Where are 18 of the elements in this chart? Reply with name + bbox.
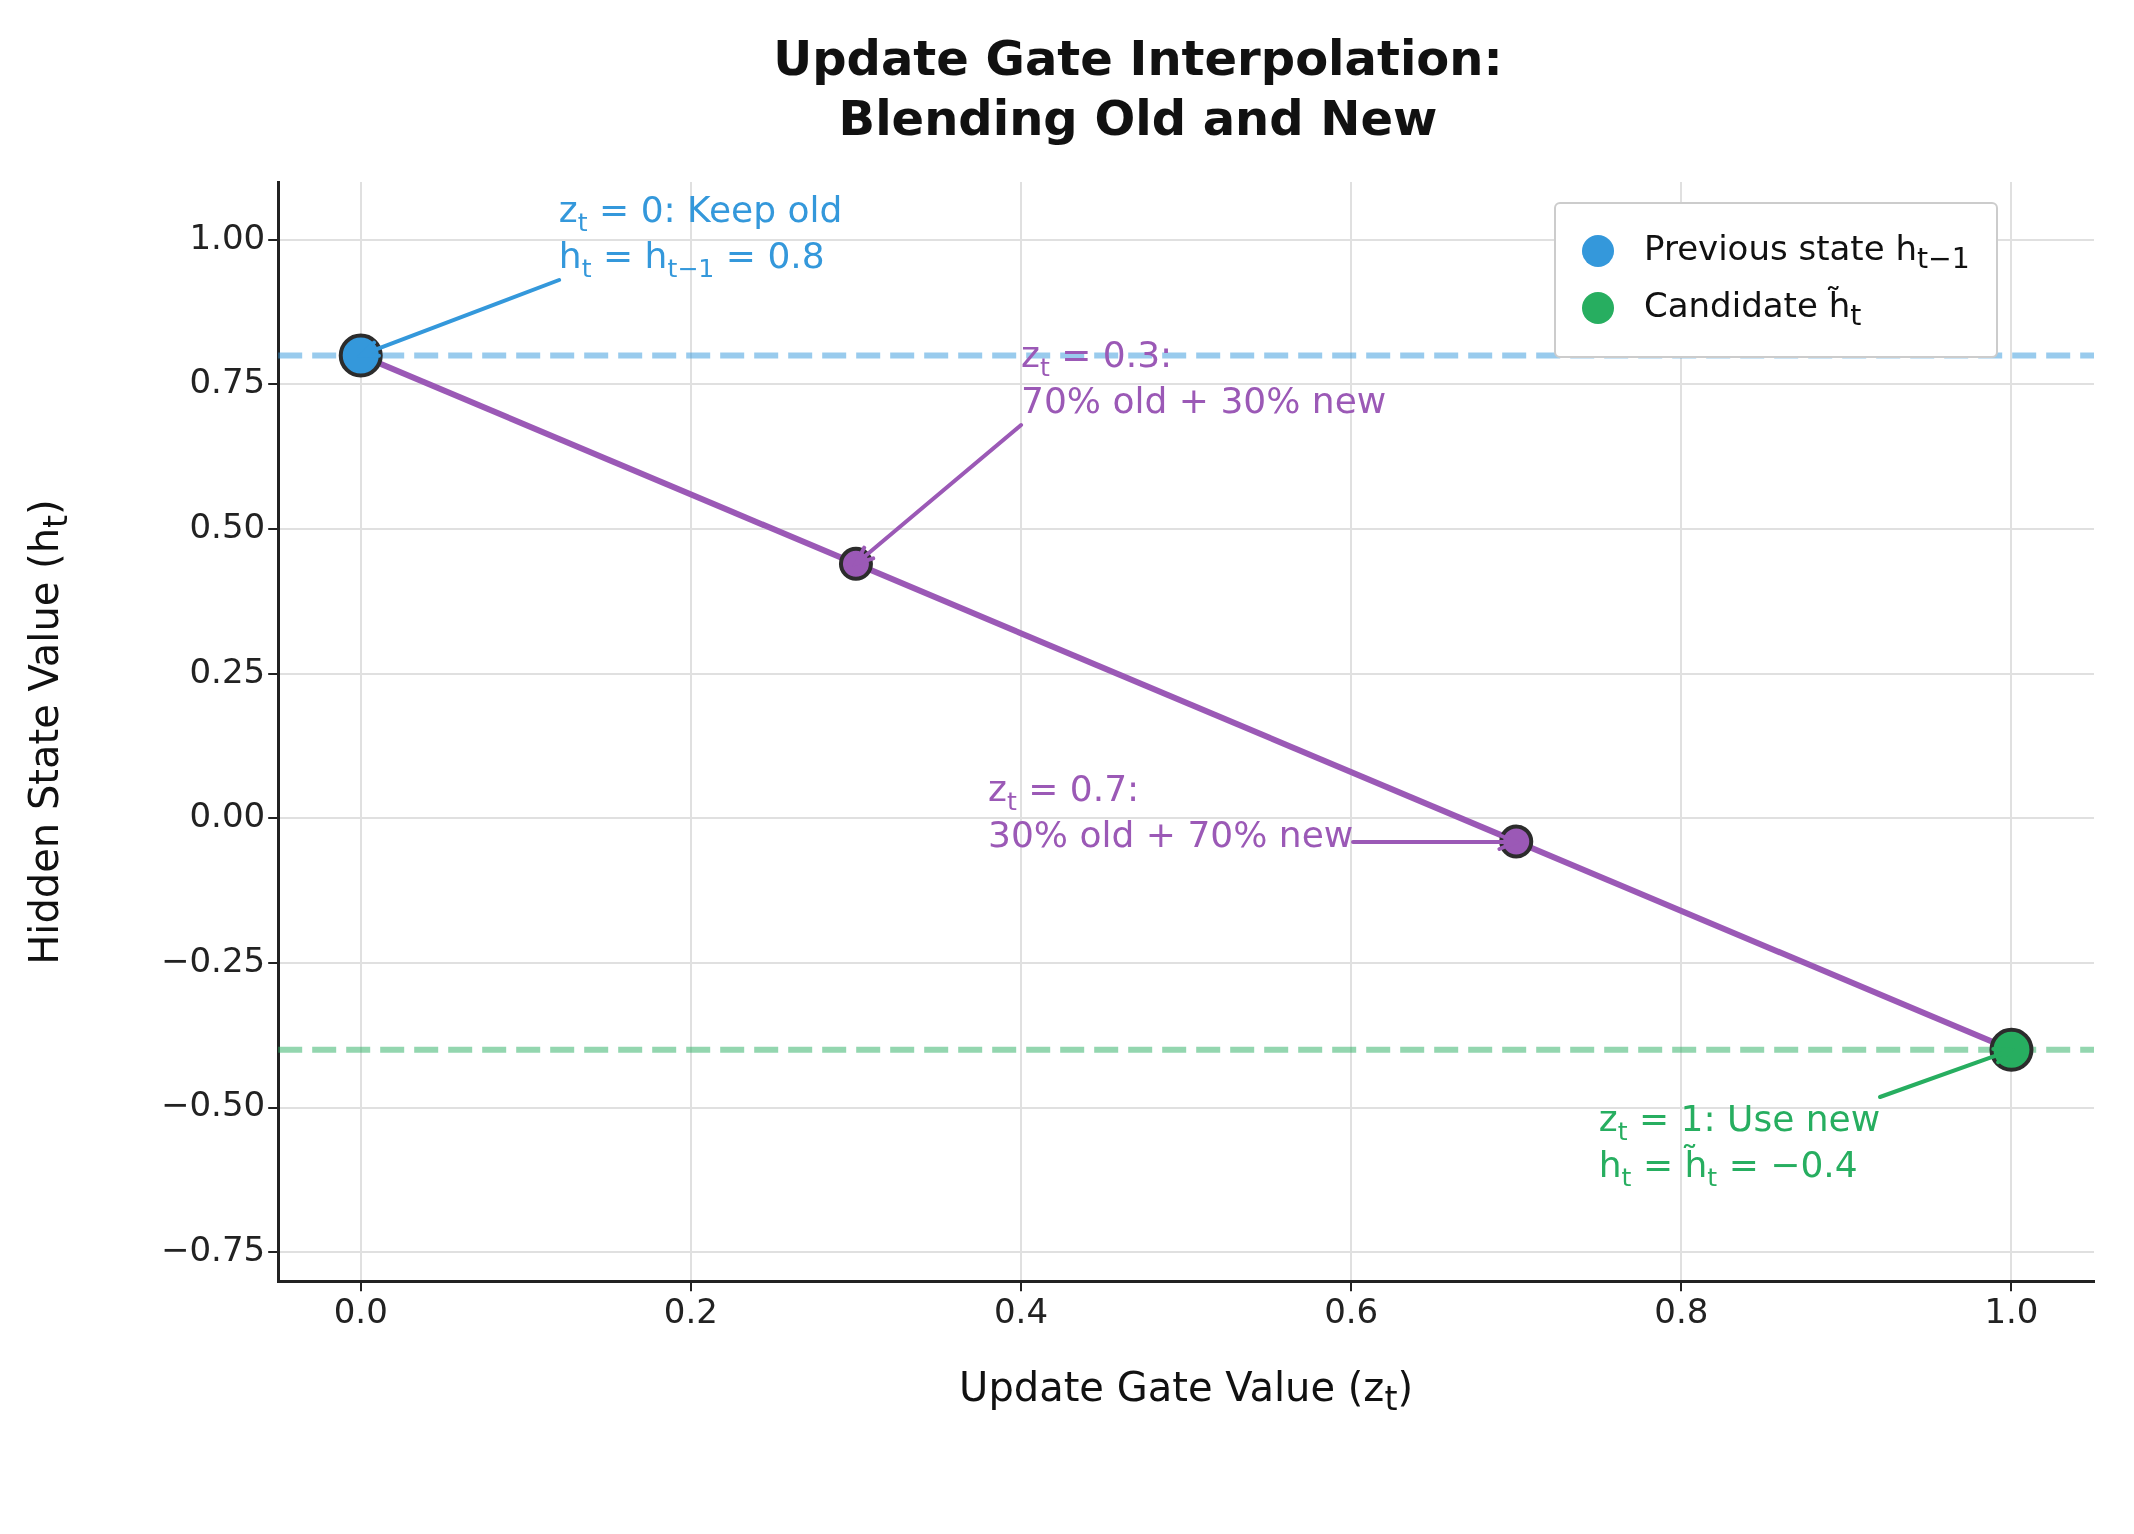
x-tick-label: 0.4 bbox=[993, 1291, 1049, 1332]
y-tick-label: −0.75 bbox=[160, 1229, 266, 1270]
y-tick-label: −0.25 bbox=[160, 939, 266, 980]
x-tick-label: 0.6 bbox=[1324, 1291, 1379, 1332]
y-tick-label: 0.50 bbox=[189, 505, 266, 546]
y-tick-label: −0.50 bbox=[160, 1084, 266, 1125]
x-axis-title: Update Gate Value (z$_{t}$) bbox=[958, 1364, 1415, 1418]
y-tick-label: 0.25 bbox=[189, 650, 266, 691]
x-tick-label: 0.0 bbox=[333, 1291, 388, 1332]
legend-label: Candidate h̃$_{t}$ bbox=[1644, 284, 1862, 332]
y-tick-label: 1.00 bbox=[189, 216, 266, 257]
legend-label: Previous state h$_{t−1}$ bbox=[1644, 228, 1970, 275]
chart-title: Update Gate Interpolation: Blending Old and New bbox=[772, 29, 1504, 148]
y-tick-label: 0.00 bbox=[189, 795, 266, 836]
x-tick-label: 0.8 bbox=[1654, 1291, 1709, 1332]
y-tick-label: 0.75 bbox=[189, 361, 266, 402]
x-tick-label: 0.2 bbox=[663, 1291, 718, 1332]
x-tick-label: 1.0 bbox=[1984, 1291, 2039, 1332]
